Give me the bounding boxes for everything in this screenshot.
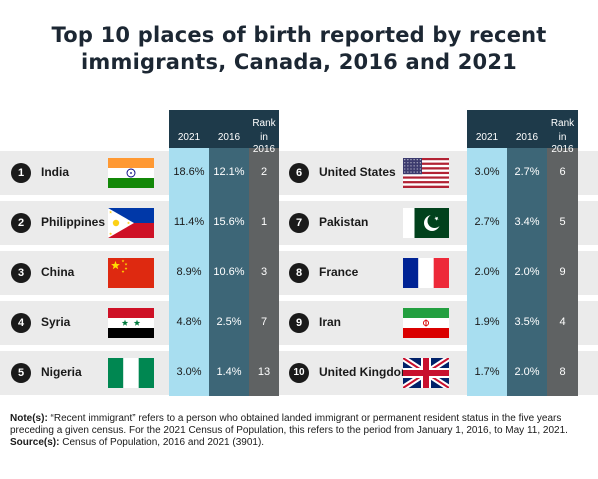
header-rank-line1: Rank — [252, 118, 276, 129]
india-flag-icon — [108, 158, 154, 188]
header-rank-line2: in 2016 — [252, 132, 276, 155]
column-2021 — [467, 110, 507, 396]
rank-badge: 5 — [11, 363, 31, 383]
value-2016: 12.1% — [213, 166, 245, 178]
note: Note(s): “Recent immigrant” refers to a … — [10, 413, 590, 437]
pakistan-flag-icon — [403, 208, 449, 238]
column-2021 — [169, 110, 209, 396]
country-label: France — [319, 265, 359, 279]
country-label: India — [41, 165, 70, 179]
value-2016: 2.0% — [514, 366, 540, 378]
rank-2016: 9 — [559, 266, 566, 278]
value-2016: 10.6% — [213, 266, 245, 278]
rank-badge: 7 — [289, 213, 309, 233]
value-2016: 2.5% — [216, 316, 242, 328]
note-text: “Recent immigrant” refers to a person wh… — [10, 413, 568, 436]
country-label: United States — [319, 165, 396, 179]
note-label: Note(s): — [10, 413, 48, 424]
value-2016: 1.4% — [216, 366, 242, 378]
rank-badge: 8 — [289, 263, 309, 283]
header-2016: 2016 — [217, 132, 241, 143]
header-2016: 2016 — [515, 132, 539, 143]
rank-2016: 13 — [257, 366, 271, 378]
value-2021: 1.7% — [474, 366, 500, 378]
right-table-panel: 2021 2016 Rank in 2016 6 United States 3.0% 2.7… — [289, 110, 598, 396]
usa-flag-icon — [403, 158, 449, 188]
nigeria-flag-icon — [108, 358, 154, 388]
rank-badge: 10 — [289, 363, 309, 383]
value-2021: 1.9% — [474, 316, 500, 328]
source-text: Census of Population, 2016 and 2021 (390… — [59, 437, 265, 448]
value-2021: 3.0% — [474, 166, 500, 178]
rank-2016: 7 — [260, 316, 268, 328]
france-flag-icon — [403, 258, 449, 288]
header-2021: 2021 — [475, 132, 499, 143]
source-label: Source(s): — [10, 437, 60, 448]
value-2021: 18.6% — [173, 166, 205, 178]
column-rank-2016 — [249, 110, 279, 396]
country-label: Iran — [319, 315, 342, 329]
country-label: Syria — [41, 315, 71, 329]
header-rank-line2: in 2016 — [551, 132, 574, 155]
title-line-1: Top 10 places of birth reported by recen… — [51, 23, 547, 47]
chart-title: Top 10 places of birth reported by recen… — [0, 22, 598, 76]
value-2016: 3.4% — [514, 216, 540, 228]
philippines-flag-icon — [108, 208, 154, 238]
header-2021: 2021 — [177, 132, 201, 143]
rank-badge: 6 — [289, 163, 309, 183]
rank-2016: 8 — [559, 366, 566, 378]
source: Source(s): Census of Population, 2016 an… — [10, 437, 590, 449]
value-2016: 3.5% — [514, 316, 540, 328]
column-header — [169, 110, 279, 148]
rank-badge: 4 — [11, 313, 31, 333]
country-label: Nigeria — [41, 365, 82, 379]
rank-badge: 9 — [289, 313, 309, 333]
syria-flag-icon — [108, 308, 154, 338]
china-flag-icon — [108, 258, 154, 288]
rank-badge: 3 — [11, 263, 31, 283]
left-table-panel: 2021 2016 Rank in 2016 1 India 18.6% 12.1% 2 2 Phi… — [0, 110, 299, 396]
rank-2016: 5 — [559, 216, 566, 228]
title-line-2: immigrants, Canada, 2016 and 2021 — [81, 50, 517, 74]
country-label: United Kingdom — [319, 365, 412, 379]
country-label: Philippines — [41, 215, 106, 229]
value-2021: 8.9% — [176, 266, 202, 278]
country-label: Pakistan — [319, 215, 369, 229]
value-2021: 2.7% — [474, 216, 500, 228]
uk-flag-icon — [403, 358, 449, 388]
rank-badge: 1 — [11, 163, 31, 183]
value-2021: 4.8% — [176, 316, 202, 328]
rank-2016: 3 — [260, 266, 268, 278]
value-2021: 11.4% — [173, 216, 205, 228]
value-2016: 15.6% — [213, 216, 245, 228]
column-2016 — [507, 110, 547, 396]
rank-2016: 2 — [260, 166, 268, 178]
rank-2016: 4 — [559, 316, 566, 328]
iran-flag-icon — [403, 308, 449, 338]
header-rank-line1: Rank — [550, 118, 575, 129]
value-2021: 3.0% — [176, 366, 202, 378]
country-label: China — [41, 265, 75, 279]
value-2016: 2.0% — [514, 266, 540, 278]
rank-2016: 1 — [260, 216, 268, 228]
rank-badge: 2 — [11, 213, 31, 233]
column-header — [467, 110, 578, 148]
value-2016: 2.7% — [514, 166, 540, 178]
column-rank-2016 — [547, 110, 578, 396]
footnotes: Note(s): “Recent immigrant” refers to a … — [10, 413, 590, 449]
column-2016 — [209, 110, 249, 396]
rank-2016: 6 — [559, 166, 566, 178]
value-2021: 2.0% — [474, 266, 500, 278]
